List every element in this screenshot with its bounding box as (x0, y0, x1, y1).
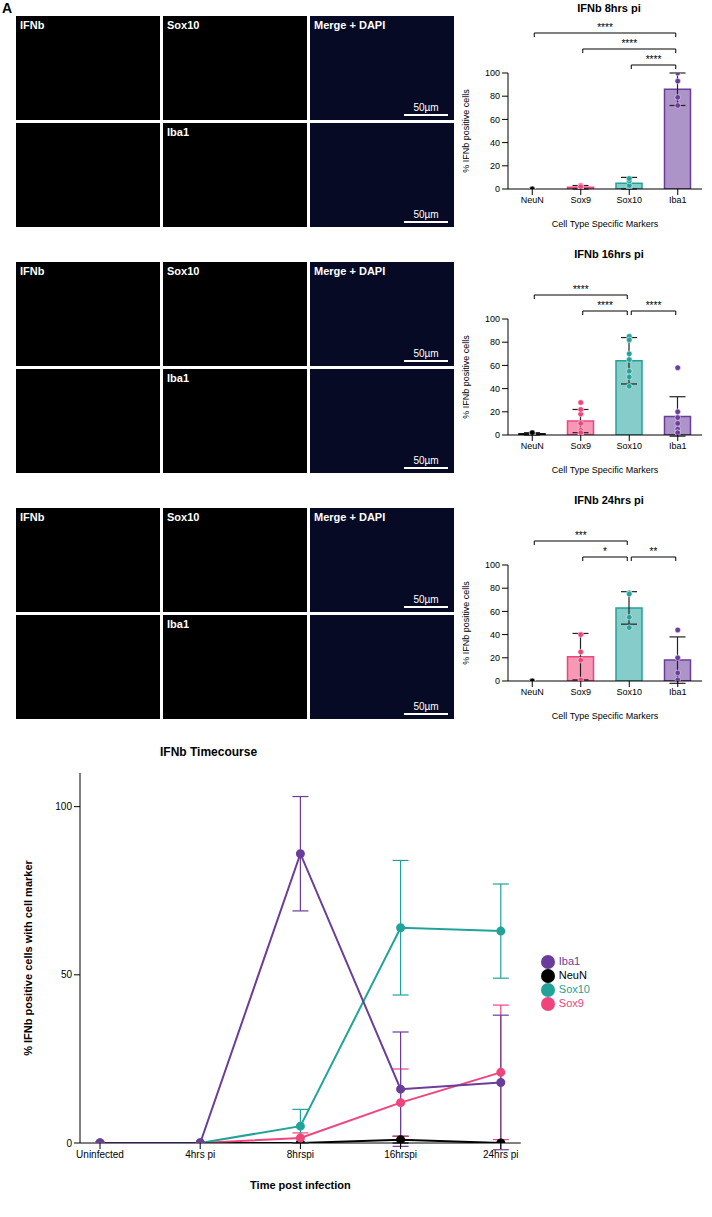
html-text:IFNb 24hrs pi: IFNb 24hrs pi (574, 494, 644, 506)
svg-text:40: 40 (490, 138, 500, 148)
svg-text:40: 40 (490, 384, 500, 394)
svg-text:NeuN: NeuN (521, 687, 544, 697)
svg-text:24hrs pi: 24hrs pi (483, 1149, 519, 1160)
svg-text:NeuN: NeuN (521, 441, 544, 451)
html-text:Sox10: Sox10 (167, 19, 200, 31)
html-text:Merge + DAPI: Merge + DAPI (314, 19, 386, 31)
svg-text:Sox10: Sox10 (616, 441, 642, 451)
svg-text:Uninfected: Uninfected (76, 1149, 124, 1160)
svg-text:Sox9: Sox9 (570, 687, 591, 697)
html-text:Sox10: Sox10 (167, 265, 200, 277)
svg-text:100: 100 (55, 801, 72, 812)
svg-text:60: 60 (490, 115, 500, 125)
svg-text:Cell Type Specific Markers: Cell Type Specific Markers (552, 219, 659, 229)
html-text:Merge + DAPI: Merge + DAPI (314, 511, 386, 523)
svg-text:8hrspi: 8hrspi (287, 1149, 314, 1160)
svg-text:100: 100 (485, 314, 500, 324)
svg-text:80: 80 (490, 583, 500, 593)
svg-text:0: 0 (66, 1138, 72, 1149)
svg-text:0: 0 (495, 184, 500, 194)
html-text:IFNb 8hrs pi: IFNb 8hrs pi (577, 2, 641, 14)
html-text:50µm: 50µm (413, 455, 439, 466)
svg-text:Iba1: Iba1 (669, 195, 687, 205)
html-text:Sox9: Sox9 (558, 997, 584, 1010)
svg-text:NeuN: NeuN (521, 195, 544, 205)
html-text:NeuN: NeuN (558, 968, 587, 981)
svg-text:20: 20 (490, 161, 500, 171)
svg-text:Time post infection: Time post infection (250, 1179, 351, 1191)
svg-text:% IFNb positive cells with cel: % IFNb positive cells with cell marker (22, 859, 34, 1055)
html-text:IFNb: IFNb (20, 265, 45, 277)
svg-text:100: 100 (485, 560, 500, 570)
html-text:Sox10: Sox10 (558, 983, 590, 995)
svg-text:80: 80 (490, 91, 500, 101)
svg-text:****: **** (621, 38, 637, 49)
svg-text:% IFNb positive cells: % IFNb positive cells (461, 335, 471, 419)
html-text:Iba1: Iba1 (558, 954, 581, 967)
svg-text:60: 60 (490, 361, 500, 371)
svg-text:0: 0 (495, 430, 500, 440)
html-text:Iba1: Iba1 (167, 618, 189, 630)
svg-text:60: 60 (490, 607, 500, 617)
svg-text:Sox9: Sox9 (570, 441, 591, 451)
svg-text:20: 20 (490, 653, 500, 663)
svg-text:4hrs pi: 4hrs pi (185, 1149, 215, 1160)
html-text:IFNb: IFNb (20, 511, 45, 523)
svg-text:****: **** (646, 54, 662, 65)
html-text:50µm: 50µm (413, 209, 439, 220)
svg-text:Iba1: Iba1 (669, 441, 687, 451)
html-text:IFNb 16hrs pi: IFNb 16hrs pi (574, 248, 644, 260)
svg-text:20: 20 (490, 407, 500, 417)
svg-text:Sox10: Sox10 (616, 195, 642, 205)
html-text:50µm: 50µm (413, 701, 439, 712)
html-text:50µm: 50µm (413, 102, 439, 113)
svg-text:0: 0 (495, 676, 500, 686)
svg-text:Sox9: Sox9 (570, 195, 591, 205)
html-text:A: A (2, 0, 13, 16)
svg-text:40: 40 (490, 630, 500, 640)
svg-text:% IFNb positive cells: % IFNb positive cells (461, 581, 471, 665)
svg-text:***: *** (575, 530, 587, 541)
html-text:Merge + DAPI: Merge + DAPI (314, 265, 386, 277)
svg-text:Cell Type Specific Markers: Cell Type Specific Markers (552, 465, 659, 475)
svg-text:Sox10: Sox10 (616, 687, 642, 697)
svg-text:100: 100 (485, 68, 500, 78)
svg-text:****: **** (646, 300, 662, 311)
svg-text:16hrspi: 16hrspi (384, 1149, 417, 1160)
svg-text:****: **** (597, 300, 613, 311)
svg-text:****: **** (573, 284, 589, 295)
html-text:Sox10: Sox10 (167, 511, 200, 523)
svg-text:**: ** (650, 546, 658, 557)
html-text:Iba1: Iba1 (167, 372, 189, 384)
svg-text:80: 80 (490, 337, 500, 347)
html-text:50µm: 50µm (413, 594, 439, 605)
html-text:IFNb: IFNb (20, 19, 45, 31)
html-text:IFNb Timecourse: IFNb Timecourse (160, 745, 258, 759)
svg-text:****: **** (597, 22, 613, 33)
svg-text:Cell Type Specific Markers: Cell Type Specific Markers (552, 711, 659, 721)
html-text:50µm: 50µm (413, 348, 439, 359)
svg-text:*: * (603, 546, 607, 557)
svg-text:50: 50 (61, 969, 73, 980)
svg-text:% IFNb positive cells: % IFNb positive cells (461, 89, 471, 173)
svg-text:Iba1: Iba1 (669, 687, 687, 697)
html-text:Iba1: Iba1 (167, 126, 189, 138)
